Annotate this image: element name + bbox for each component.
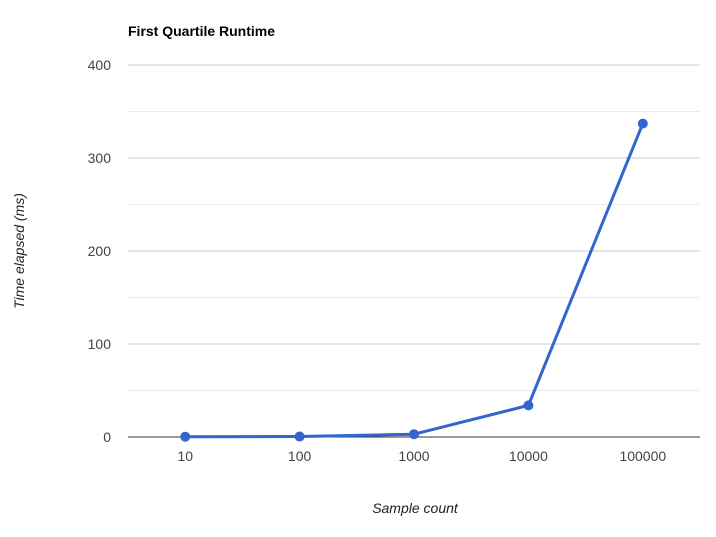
- x-tick-label: 100: [288, 448, 312, 464]
- y-tick-label: 400: [88, 57, 112, 73]
- x-tick-label: 1000: [398, 448, 429, 464]
- y-tick-label: 300: [88, 150, 112, 166]
- x-axis-title: Sample count: [372, 500, 459, 516]
- series-line: [183, 122, 645, 439]
- x-tick-label: 100000: [619, 448, 666, 464]
- data-point[interactable]: [409, 429, 419, 440]
- chart-title: First Quartile Runtime: [128, 23, 275, 39]
- y-axis-title: Time elapsed (ms): [11, 193, 27, 309]
- data-point[interactable]: [637, 118, 648, 129]
- x-tick-label: 10: [177, 448, 193, 464]
- data-point[interactable]: [523, 400, 534, 411]
- x-axis-tick-labels: 10 100 1000 10000 100000: [177, 448, 666, 464]
- data-point[interactable]: [294, 431, 305, 442]
- data-point[interactable]: [180, 431, 191, 442]
- y-tick-label: 100: [88, 336, 112, 352]
- x-tick-label: 10000: [509, 448, 548, 464]
- y-tick-label: 200: [88, 243, 112, 259]
- series-group: [180, 118, 648, 442]
- y-axis-tick-labels: 0 100 200 300 400: [88, 57, 112, 445]
- y-tick-label: 0: [103, 429, 111, 445]
- gridlines: [128, 64, 700, 391]
